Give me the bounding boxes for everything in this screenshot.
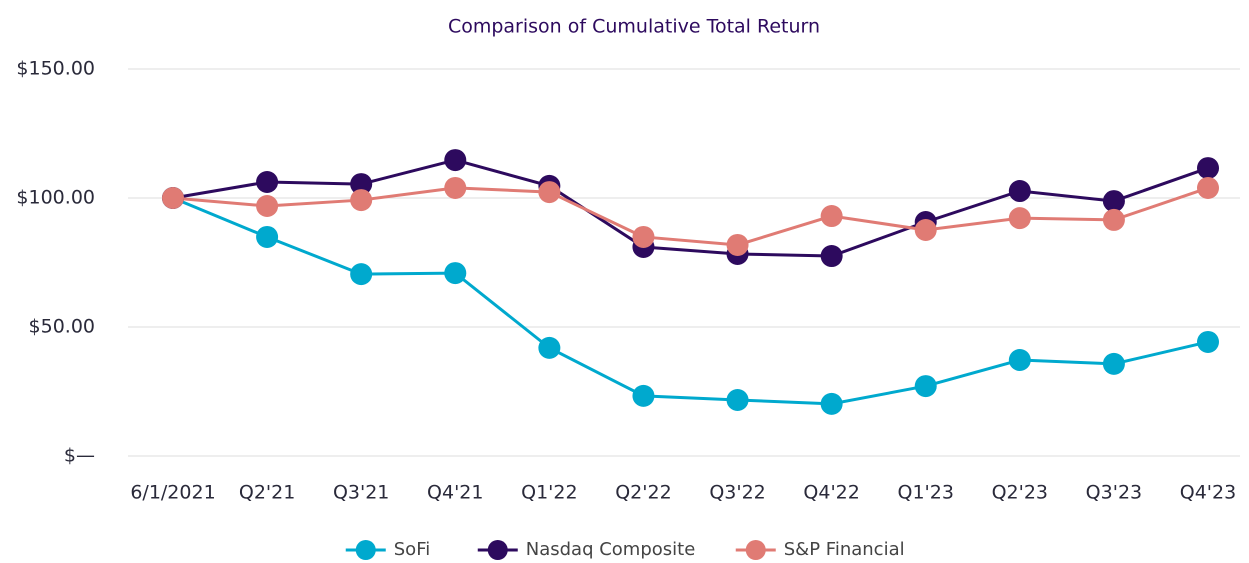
point — [350, 173, 373, 196]
point — [1102, 208, 1125, 231]
legend-item: Nasdaq Composite — [477, 539, 696, 560]
point — [444, 262, 467, 285]
legend-label: Nasdaq Composite — [526, 539, 696, 560]
x-tick-label: Q2'23 — [992, 482, 1048, 504]
x-tick-label: Q1'23 — [898, 482, 954, 504]
x-tick-label: Q2'21 — [239, 482, 295, 504]
point — [1197, 330, 1219, 353]
point — [1197, 176, 1219, 199]
x-tick-label: 6/1/2021 — [130, 482, 215, 504]
point — [1197, 157, 1219, 180]
point — [256, 225, 279, 248]
point — [444, 149, 467, 172]
legend-item: S&P Financial — [735, 539, 905, 560]
x-tick-label: Q4'23 — [1180, 482, 1236, 504]
point — [538, 336, 561, 359]
point — [162, 187, 184, 209]
legend-label: S&P Financial — [784, 539, 905, 560]
y-tick-label: $150.00 — [16, 58, 95, 80]
y-tick-label: $— — [64, 445, 95, 467]
chart-title: Comparison of Cumulative Total Return — [448, 16, 820, 38]
point — [726, 233, 749, 256]
point — [1008, 180, 1031, 203]
point — [632, 384, 655, 407]
point — [820, 392, 843, 415]
point — [914, 218, 937, 241]
point — [444, 176, 467, 199]
point — [256, 194, 279, 217]
series-line — [172, 158, 1209, 258]
y-tick-label: $50.00 — [29, 316, 95, 338]
point — [1102, 352, 1125, 375]
x-tick-label: Q1'22 — [521, 482, 577, 504]
point — [820, 245, 843, 268]
point — [538, 181, 561, 204]
point — [1008, 349, 1031, 372]
series-line — [172, 186, 1209, 247]
legend-marker — [487, 540, 508, 560]
point — [1008, 207, 1031, 230]
y-tick-label: $100.00 — [16, 187, 95, 209]
legend-label: SoFi — [394, 539, 430, 560]
legend-item: SoFi — [345, 539, 430, 560]
series-line — [172, 196, 1209, 406]
x-tick-label: Q3'21 — [333, 482, 389, 504]
x-tick-label: Q3'22 — [709, 482, 765, 504]
point — [820, 205, 843, 228]
point — [350, 189, 373, 212]
point — [726, 389, 749, 412]
x-tick-label: Q2'22 — [615, 482, 671, 504]
legend-marker — [355, 540, 376, 560]
x-tick-label: Q4'21 — [427, 482, 483, 504]
point — [914, 375, 937, 398]
point — [632, 225, 655, 248]
point — [350, 263, 373, 286]
x-tick-label: Q4'22 — [803, 482, 859, 504]
legend-marker — [745, 540, 766, 560]
x-tick-label: Q3'23 — [1086, 482, 1142, 504]
point — [1102, 190, 1125, 213]
point — [256, 171, 279, 194]
